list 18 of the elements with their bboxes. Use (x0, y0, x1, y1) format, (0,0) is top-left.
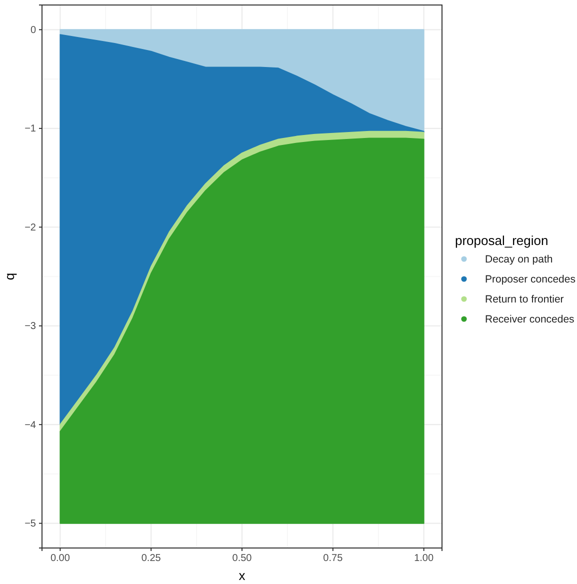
x-tick-label: 0.50 (232, 553, 252, 564)
legend-label: Decay on path (485, 254, 553, 266)
y-axis-title: q (2, 272, 17, 280)
y-tick-label: −4 (24, 420, 36, 431)
x-tick-label: 0.25 (141, 553, 162, 564)
y-tick-label: −2 (24, 222, 36, 234)
x-tick-label: 0.00 (50, 553, 70, 564)
x-tick-label: 0.75 (323, 553, 344, 564)
legend-label: Return to frontier (485, 294, 564, 306)
y-tick-label: −3 (24, 321, 36, 332)
y-tick-label: −1 (24, 124, 36, 135)
legend-label: Receiver concedes (485, 314, 574, 326)
x-tick-label: 1.00 (414, 553, 434, 564)
y-tick-label: −5 (24, 518, 36, 530)
legend-title: proposal_region (455, 233, 548, 248)
legend-label: Proposer concedes (485, 274, 576, 286)
y-tick-label: 0 (30, 24, 36, 36)
x-axis-title: x (238, 568, 246, 583)
